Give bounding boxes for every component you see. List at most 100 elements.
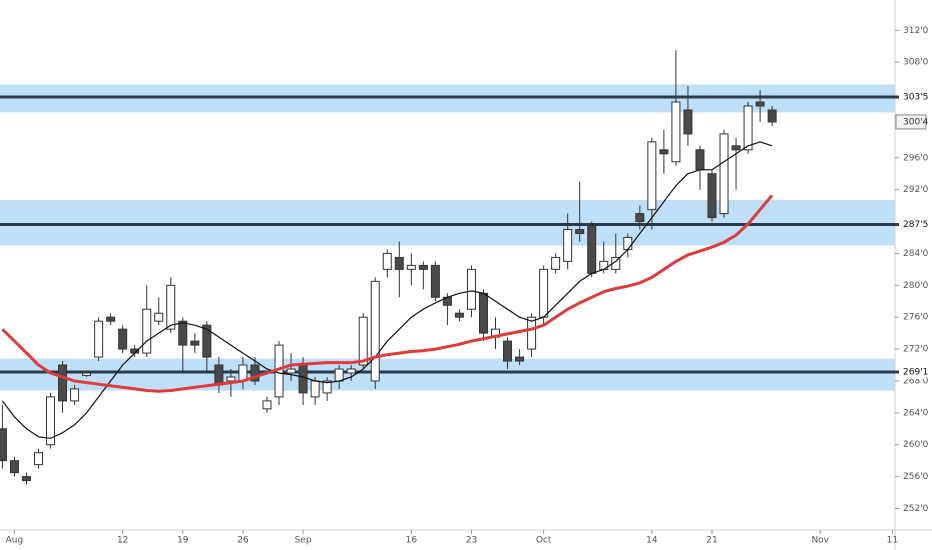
level-label-box [896, 90, 926, 105]
support-zone [0, 200, 895, 246]
candle-body [346, 368, 356, 374]
candle-body [527, 316, 537, 350]
candle-body [178, 320, 188, 346]
y-tick-label: 284'0 [903, 249, 929, 259]
candle-body [70, 388, 80, 402]
y-tick-label: 292'0 [903, 185, 929, 195]
candle-body [94, 320, 104, 358]
y-tick-label: 252'0 [903, 504, 929, 514]
level-label: 303'5 [903, 93, 928, 103]
y-tick-label: 256'0 [903, 472, 929, 482]
x-tick-label: 21 [706, 536, 717, 546]
candle-body [370, 280, 380, 382]
candle-body [118, 328, 128, 350]
candle-body [587, 225, 597, 274]
candle-body [731, 145, 741, 151]
candle-body [298, 364, 308, 394]
candle-body [382, 252, 392, 270]
x-tick-label: 12 [117, 536, 128, 546]
level-label-box [896, 364, 926, 379]
y-tick-label: 272'0 [903, 345, 929, 355]
candle-body [166, 284, 176, 330]
candle-body [21, 476, 31, 482]
candle-body [659, 149, 669, 155]
moving-average [1, 194, 774, 393]
candle-body [563, 229, 573, 262]
candle-body [743, 105, 753, 151]
y-tick-label: 276'0 [903, 313, 929, 323]
candle-body [719, 133, 729, 215]
candle-body [466, 268, 476, 310]
candle-body [334, 368, 344, 382]
candle-body [683, 109, 693, 135]
candle-body [9, 460, 19, 474]
candle-body [0, 428, 7, 462]
candle-body [106, 316, 116, 322]
candle-body [358, 316, 368, 366]
level-label-box [896, 217, 926, 232]
candle-body [623, 237, 633, 250]
candle-body [478, 292, 488, 334]
y-tick-label: 312'0 [903, 26, 929, 36]
level-label: 269'1 [903, 367, 928, 377]
candle-body [322, 380, 332, 394]
candle-body [707, 173, 717, 219]
candle-body [539, 268, 549, 318]
y-tick-label: 280'0 [903, 281, 929, 291]
last-price-label: 300'4 [903, 117, 929, 127]
zones [0, 84, 895, 391]
support-zone [0, 358, 895, 391]
x-tick-label: 23 [466, 536, 477, 546]
candle-body [33, 452, 43, 466]
plot [0, 50, 777, 485]
x-tick-label: 19 [177, 536, 189, 546]
candle-body [503, 340, 513, 362]
candle-body [695, 149, 705, 171]
candle-body [142, 308, 152, 354]
candle-body [635, 213, 645, 223]
candle-body [755, 101, 765, 107]
candle-body [286, 368, 296, 374]
candle-body [262, 400, 272, 410]
candle-body [310, 380, 320, 398]
candle-body [214, 364, 224, 386]
candle-body [551, 256, 561, 270]
candle-body [671, 101, 681, 163]
y-tick-label: 264'0 [903, 408, 929, 418]
candle-body [430, 264, 440, 298]
y-tick-label: 268'0 [903, 376, 929, 386]
x-tick-label: 26 [237, 536, 249, 546]
x-tick-label: Aug [6, 536, 24, 546]
candle-body [515, 356, 525, 362]
candle-body [154, 312, 164, 322]
candle-body [58, 364, 68, 402]
candle-body [767, 109, 777, 123]
x-tick-label: Nov [811, 536, 829, 546]
candle-body [82, 372, 92, 376]
x-tick-label: 11 [887, 536, 898, 546]
candle-body [647, 141, 657, 211]
y-tick-label: 296'0 [903, 153, 929, 163]
candle-body [418, 264, 428, 270]
candle-body [575, 229, 585, 235]
candle-body [226, 376, 236, 382]
x-tick-label: 14 [646, 536, 658, 546]
moving-average [1, 141, 773, 439]
candle-body [454, 312, 464, 318]
y-tick-label: 308'0 [903, 58, 929, 68]
candle-body [190, 340, 200, 346]
candle-body [250, 364, 260, 382]
candle-body [46, 396, 56, 446]
x-tick-label: Sep [295, 536, 312, 546]
y-tick-label: 260'0 [903, 440, 929, 450]
candle-body [394, 256, 404, 270]
level-label: 287'5 [903, 220, 928, 230]
candle-body [406, 264, 416, 270]
x-tick-label: Oct [536, 536, 552, 546]
x-tick-label: 16 [406, 536, 418, 546]
candle-body [202, 324, 212, 358]
last-price-box [895, 114, 927, 130]
